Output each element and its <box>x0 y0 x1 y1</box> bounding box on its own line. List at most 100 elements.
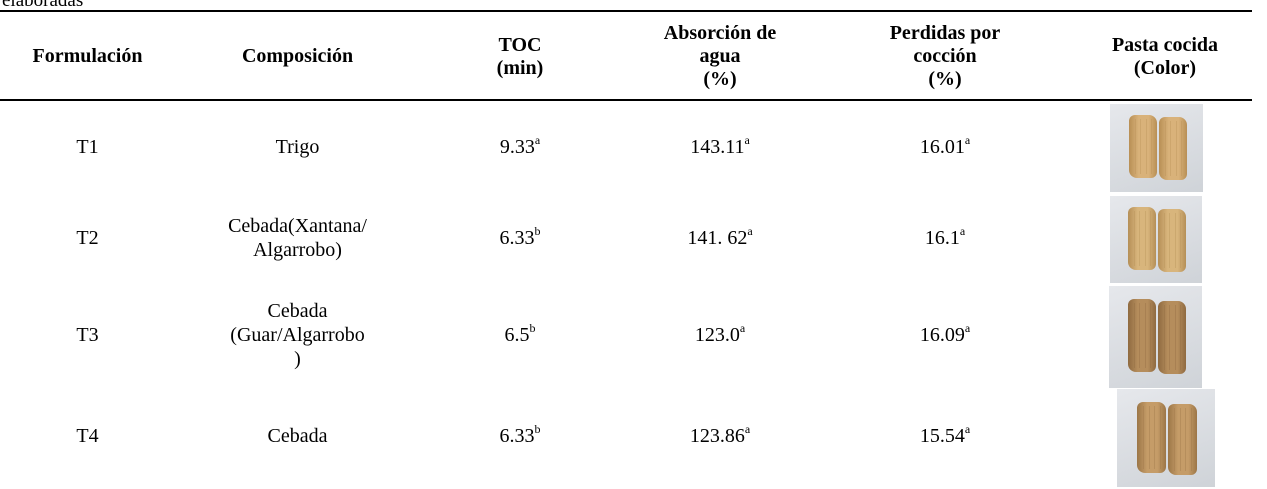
cell-toc-superscript: b <box>529 321 536 336</box>
cell-perdidas-superscript: a <box>964 133 971 148</box>
pasta-ridge <box>1170 120 1171 177</box>
cell-absorcion-number: 123.86 <box>689 425 745 447</box>
cell-toc-number: 6.33 <box>499 425 535 447</box>
header-perdidas: Perdidas por cocción (%) <box>855 14 1035 99</box>
pasta-ridge <box>1185 408 1186 471</box>
pasta-ridge <box>1164 212 1165 269</box>
header-pasta-line-2: (Color) <box>1133 56 1197 79</box>
cell-composicion-line: Trigo <box>275 136 320 158</box>
cell-absorcion-superscript: a <box>744 133 750 148</box>
cell-perdidas-superscript: a <box>964 321 971 336</box>
cell-toc-number: 9.33 <box>499 136 535 158</box>
pasta-ridge <box>1180 408 1181 471</box>
cell-toc-superscript: a <box>534 133 541 148</box>
header-formulacion-text: Formulación <box>32 45 143 67</box>
header-pasta: Pasta cocida (Color) <box>1085 14 1245 99</box>
pasta-ridge <box>1176 120 1177 177</box>
header-composicion: Composición <box>190 14 405 99</box>
pasta-ridge <box>1150 210 1151 267</box>
cell-toc-value: 6.33b <box>499 422 541 448</box>
pasta-ridge <box>1181 120 1182 177</box>
pasta-piece <box>1158 209 1186 272</box>
pasta-ridge <box>1150 303 1151 368</box>
cell-composicion: Trigo <box>190 104 405 190</box>
pasta-ridge <box>1149 406 1150 469</box>
cell-perdidas: 16.01a <box>855 104 1035 190</box>
cell-absorcion-value: 123.0a <box>695 322 745 347</box>
header-absorcion-line-1: Absorción de <box>663 22 777 44</box>
pasta-ridge <box>1165 120 1166 177</box>
cell-toc: 6.33b <box>460 195 580 281</box>
cell-absorcion: 123.0a <box>630 285 810 385</box>
cell-perdidas-value: 16.1a <box>924 224 966 250</box>
cell-perdidas-number: 15.54 <box>919 425 965 447</box>
pasta-ridge <box>1151 118 1152 175</box>
cell-composicion: Cebada(Xantana/Algarrobo) <box>190 195 405 281</box>
pasta-ridge <box>1146 118 1147 175</box>
cell-absorcion-superscript: a <box>744 422 751 437</box>
cell-composicion: Cebada <box>190 386 405 486</box>
pasta-ridge <box>1140 118 1141 175</box>
pasta-ridge <box>1154 406 1155 469</box>
cell-absorcion-number: 141. 62 <box>687 227 748 249</box>
cell-formulacion: T2 <box>0 195 175 281</box>
pasta-ridge <box>1175 212 1176 269</box>
header-perdidas-line-1: Perdidas por <box>889 22 1001 44</box>
pasta-ridge <box>1169 305 1170 370</box>
pasta-ridge <box>1175 305 1176 370</box>
cell-perdidas-value: 16.09a <box>920 321 971 347</box>
pasta-photo-background <box>1117 389 1215 487</box>
pasta-ridge <box>1145 210 1146 267</box>
cell-composicion: Cebada (Guar/Algarrobo) <box>190 285 405 385</box>
pasta-piece <box>1137 402 1166 473</box>
header-absorcion: Absorción de agua (%) <box>630 14 810 99</box>
pasta-piece <box>1168 404 1197 475</box>
pasta-ridge <box>1134 210 1135 267</box>
header-toc-line-2: (min) <box>496 56 544 79</box>
pasta-photo <box>1109 286 1202 388</box>
cell-formulacion-text: T2 <box>76 227 99 249</box>
pasta-piece <box>1128 207 1156 270</box>
cell-formulacion-text: T3 <box>76 324 99 346</box>
cell-composicion-line: Cebada(Xantana/ <box>228 215 367 237</box>
pasta-photo <box>1117 389 1215 487</box>
pasta-ridge <box>1134 303 1135 368</box>
cell-absorcion-number: 143.11 <box>690 136 745 158</box>
cell-toc-value: 9.33a <box>499 133 541 159</box>
cell-formulacion: T1 <box>0 104 175 190</box>
cell-toc: 9.33a <box>460 104 580 190</box>
cell-absorcion: 141. 62a <box>630 195 810 281</box>
cell-absorcion-superscript: a <box>747 224 753 239</box>
cell-absorcion-value: 123.86a <box>689 422 751 448</box>
cell-absorcion: 123.86a <box>630 386 810 486</box>
table-top-rule <box>0 10 1252 12</box>
cell-absorcion-value: 143.11a <box>690 133 750 159</box>
pasta-piece <box>1158 301 1186 374</box>
header-pasta-line-1: Pasta cocida <box>1111 33 1219 56</box>
pasta-ridge <box>1135 118 1136 175</box>
cell-perdidas-value: 16.01a <box>920 133 971 159</box>
cell-composicion-line: (Guar/Algarrobo <box>230 324 365 346</box>
pasta-ridge <box>1164 305 1165 370</box>
pasta-photo-background <box>1110 196 1202 283</box>
pasta-piece <box>1129 115 1157 178</box>
header-toc-line-1: TOC <box>498 33 542 56</box>
cell-toc-value: 6.5b <box>504 321 536 347</box>
pasta-photo <box>1110 196 1202 283</box>
cell-formulacion: T4 <box>0 386 175 486</box>
cell-toc-number: 6.5 <box>504 324 530 346</box>
cell-perdidas-superscript: a <box>959 224 966 239</box>
cell-formulacion-text: T4 <box>76 425 99 447</box>
header-formulacion: Formulación <box>0 14 175 99</box>
cell-toc-number: 6.33 <box>499 227 535 249</box>
cell-toc-superscript: b <box>534 422 541 437</box>
header-perdidas-line-3: (%) <box>928 68 962 90</box>
header-absorcion-line-2: agua <box>699 45 741 67</box>
header-absorcion-line-3: (%) <box>703 68 737 90</box>
pasta-ridge <box>1145 303 1146 368</box>
pasta-ridge <box>1143 406 1144 469</box>
cell-perdidas-number: 16.1 <box>924 227 960 249</box>
pasta-ridge <box>1139 210 1140 267</box>
cell-toc: 6.5b <box>460 285 580 385</box>
header-perdidas-line-2: cocción <box>913 45 977 67</box>
